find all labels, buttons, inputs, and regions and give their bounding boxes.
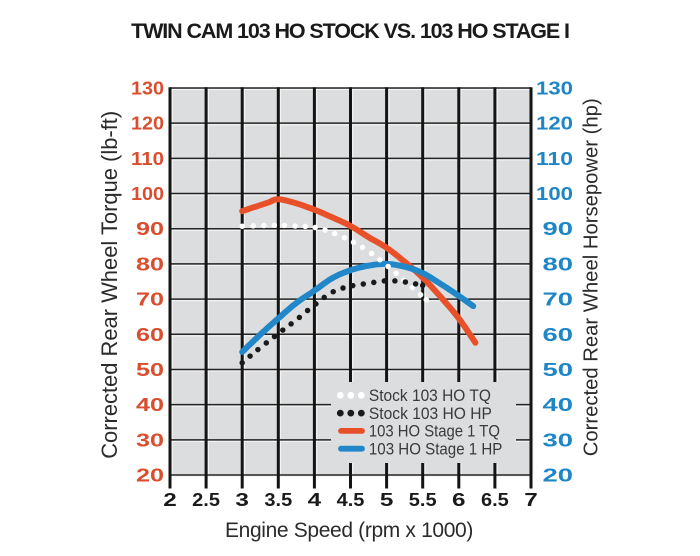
svg-text:103 HO Stage 1 TQ: 103 HO Stage 1 TQ xyxy=(369,423,500,441)
svg-text:30: 30 xyxy=(543,430,574,450)
svg-text:103 HO Stage 1 HP: 103 HO Stage 1 HP xyxy=(369,441,503,459)
svg-text:4.5: 4.5 xyxy=(337,489,365,510)
svg-text:4: 4 xyxy=(308,489,322,510)
svg-text:110: 110 xyxy=(131,149,164,169)
svg-text:60: 60 xyxy=(136,325,164,345)
svg-text:40: 40 xyxy=(543,395,574,415)
svg-text:3: 3 xyxy=(235,489,249,510)
svg-text:Corrected Rear Wheel Torque (l: Corrected Rear Wheel Torque (lb-ft) xyxy=(97,111,122,459)
svg-text:100: 100 xyxy=(131,184,164,204)
svg-text:Stock 103 HO TQ: Stock 103 HO TQ xyxy=(369,387,491,405)
svg-text:TWIN CAM 103 HO STOCK VS. 103: TWIN CAM 103 HO STOCK VS. 103 HO STAGE I xyxy=(131,19,569,43)
svg-text:Corrected Rear Wheel Horsepowe: Corrected Rear Wheel Horsepower (hp) xyxy=(580,98,603,456)
svg-text:2: 2 xyxy=(163,489,177,510)
svg-text:130: 130 xyxy=(131,79,164,99)
svg-text:120: 120 xyxy=(536,114,573,134)
svg-text:100: 100 xyxy=(536,184,573,204)
svg-text:40: 40 xyxy=(136,395,164,415)
svg-text:130: 130 xyxy=(536,79,573,99)
svg-text:50: 50 xyxy=(136,360,164,380)
svg-text:90: 90 xyxy=(136,219,164,239)
svg-text:6: 6 xyxy=(452,489,466,510)
svg-text:20: 20 xyxy=(543,466,574,486)
svg-text:60: 60 xyxy=(543,325,574,345)
svg-text:70: 70 xyxy=(136,290,164,310)
svg-text:Engine Speed (rpm x 1000): Engine Speed (rpm x 1000) xyxy=(225,519,473,542)
svg-text:110: 110 xyxy=(536,149,573,169)
svg-text:20: 20 xyxy=(136,466,164,486)
svg-text:5.5: 5.5 xyxy=(409,489,437,510)
svg-text:120: 120 xyxy=(131,114,164,134)
svg-text:7: 7 xyxy=(524,489,538,510)
svg-text:3.5: 3.5 xyxy=(264,489,292,510)
svg-text:2.5: 2.5 xyxy=(192,489,220,510)
svg-text:90: 90 xyxy=(543,219,574,239)
svg-text:5: 5 xyxy=(380,489,394,510)
svg-text:6.5: 6.5 xyxy=(481,489,509,510)
svg-text:80: 80 xyxy=(543,254,574,274)
svg-text:80: 80 xyxy=(136,254,164,274)
svg-text:70: 70 xyxy=(543,290,574,310)
svg-text:50: 50 xyxy=(543,360,574,380)
svg-text:Stock 103 HO HP: Stock 103 HO HP xyxy=(369,405,492,423)
svg-text:30: 30 xyxy=(136,430,164,450)
